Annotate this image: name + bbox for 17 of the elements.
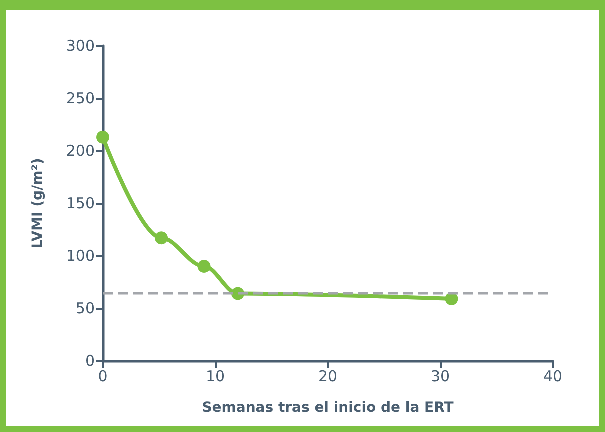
x-tick-label: 40 [543, 368, 563, 386]
point [155, 232, 168, 245]
x-tick-label: 10 [206, 368, 226, 386]
x-tick-label: 0 [98, 368, 108, 386]
point [198, 260, 211, 273]
point [96, 130, 110, 144]
x-axis-title: Semanas tras el inicio de la ERT [202, 400, 454, 416]
y-tick-label: 200 [66, 142, 95, 160]
x-tick-label: 20 [318, 368, 338, 386]
y-tick-label: 100 [66, 247, 95, 265]
y-tick-label: 150 [66, 194, 95, 212]
y-tick-label: 250 [66, 90, 95, 108]
y-tick-label: 0 [85, 352, 95, 370]
y-tick-label: 300 [66, 37, 95, 55]
y-tick-label: 50 [76, 300, 95, 318]
y-axis-title: LVMI (g/m²) [30, 158, 46, 249]
x-tick-label: 30 [430, 368, 450, 386]
